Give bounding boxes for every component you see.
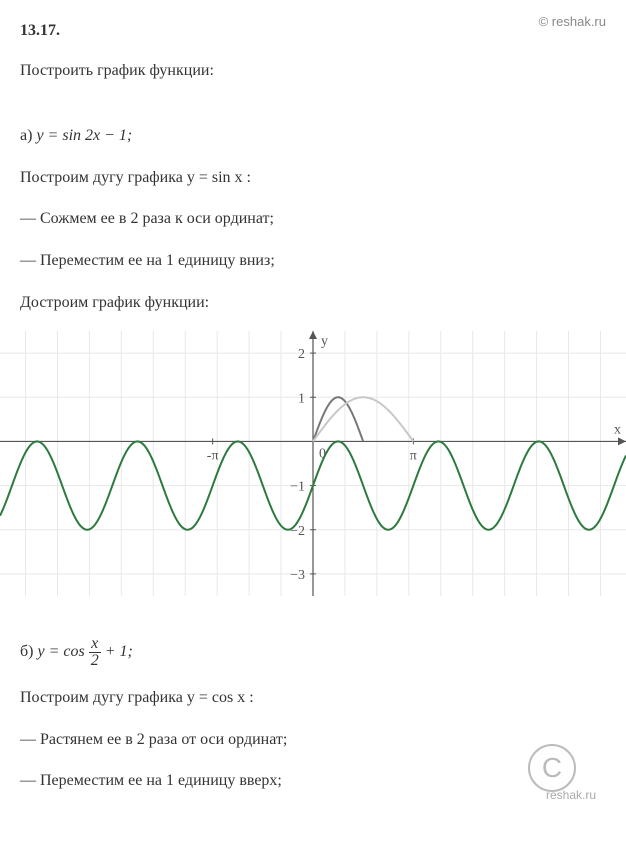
copyright-text: © reshak.ru [539, 12, 606, 33]
part-a-step2: — Переместим ее на 1 единицу вниз; [20, 248, 606, 274]
part-b-step2: — Переместим ее на 1 единицу вверх; [20, 768, 606, 794]
fraction-x-over-2: x2 [89, 636, 101, 669]
part-a-label: а) [20, 127, 36, 144]
svg-text:2: 2 [298, 347, 305, 362]
problem-number: 13.17. [20, 18, 606, 44]
part-a-formula: а) y = sin 2x − 1; [20, 123, 606, 149]
watermark-letter: C [542, 746, 562, 791]
part-a-outro: Достроим график функции: [20, 290, 606, 316]
part-b-step1: — Растянем ее в 2 раза от оси ординат; [20, 727, 606, 753]
part-b-formula-prefix: y = cos [37, 643, 88, 660]
svg-text:π: π [410, 449, 417, 464]
svg-text:1: 1 [298, 391, 305, 406]
part-a-formula-text: y = sin 2x − 1; [36, 127, 132, 144]
part-b-intro: Построим дугу графика y = cos x : [20, 685, 606, 711]
part-b-formula-suffix: + 1; [101, 643, 133, 660]
chart-a-svg: xy0-ππ−3−2−112 [0, 331, 626, 596]
svg-text:x: x [614, 423, 621, 438]
svg-text:-π: -π [207, 449, 219, 464]
task-text: Построить график функции: [20, 58, 606, 84]
svg-text:−2: −2 [290, 524, 305, 539]
chart-a-container: xy0-ππ−3−2−112 [0, 331, 626, 596]
fraction-denom: 2 [89, 653, 101, 669]
part-a-intro: Построим дугу графика y = sin x : [20, 165, 606, 191]
part-b-label: б) [20, 643, 37, 660]
page-content: 13.17. Построить график функции: а) y = … [0, 0, 626, 830]
svg-text:−1: −1 [290, 480, 305, 495]
svg-text:y: y [321, 334, 328, 349]
part-a-step1: — Сожмем ее в 2 раза к оси ординат; [20, 206, 606, 232]
svg-text:−3: −3 [290, 568, 305, 583]
part-b-formula: б) y = cos x2 + 1; [20, 636, 606, 669]
watermark-text: reshak.ru [546, 786, 596, 805]
fraction-numer: x [89, 636, 101, 653]
watermark-circle-icon: C [528, 744, 576, 792]
